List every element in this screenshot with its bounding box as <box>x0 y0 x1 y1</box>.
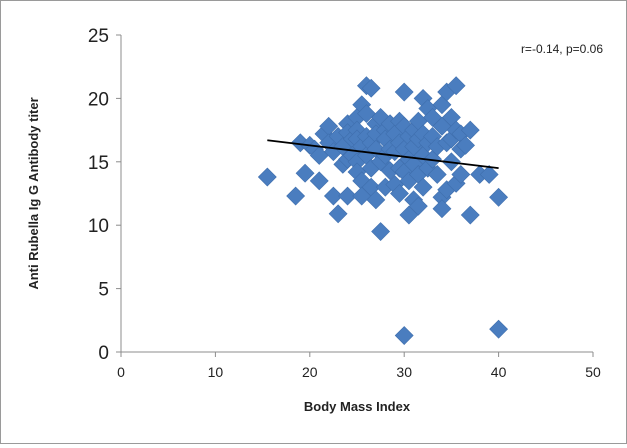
plot-area: 0 5 10 15 20 25 0 10 20 30 40 50 <box>88 26 601 380</box>
y-tick-label: 15 <box>88 153 109 174</box>
data-point <box>390 184 409 203</box>
x-tick-label: 20 <box>302 364 318 380</box>
data-point <box>338 186 357 206</box>
x-tick-label: 30 <box>396 364 412 380</box>
x-axis-title: Body Mass Index <box>304 399 411 414</box>
y-tick-label: 0 <box>98 343 109 364</box>
data-point <box>489 187 509 207</box>
data-point <box>361 78 381 98</box>
data-point <box>366 190 386 210</box>
data-point <box>479 165 499 184</box>
x-tick-label: 50 <box>585 364 601 380</box>
x-tick-label: 0 <box>117 364 125 380</box>
data-point <box>446 76 466 96</box>
data-point <box>257 167 277 187</box>
data-point <box>408 196 428 216</box>
trend-line <box>267 139 499 170</box>
y-tick-label: 10 <box>88 216 109 237</box>
data-point <box>460 120 480 140</box>
data-point <box>371 222 391 241</box>
data-point <box>295 163 315 183</box>
data-point <box>413 177 433 197</box>
data-point <box>489 319 509 339</box>
data-point <box>427 165 447 184</box>
data-point <box>456 135 475 155</box>
data-point <box>328 204 348 224</box>
x-tick-label: 40 <box>491 364 507 380</box>
data-point <box>451 165 471 184</box>
data-point <box>309 171 329 191</box>
data-point <box>394 82 414 102</box>
y-tick-label: 25 <box>88 26 109 47</box>
data-point <box>394 326 414 345</box>
y-tick-label: 20 <box>88 89 109 110</box>
data-point <box>357 104 376 124</box>
y-axis-title: Anti Rubella Ig G Antibody titer <box>26 97 41 289</box>
data-point <box>432 199 452 219</box>
y-tick-label: 5 <box>98 280 109 301</box>
data-point <box>323 186 343 206</box>
data-point <box>460 205 480 225</box>
x-tick-label: 10 <box>208 364 224 380</box>
data-point <box>286 186 306 206</box>
correlation-annotation: r=-0.14, p=0.06 <box>521 42 603 56</box>
